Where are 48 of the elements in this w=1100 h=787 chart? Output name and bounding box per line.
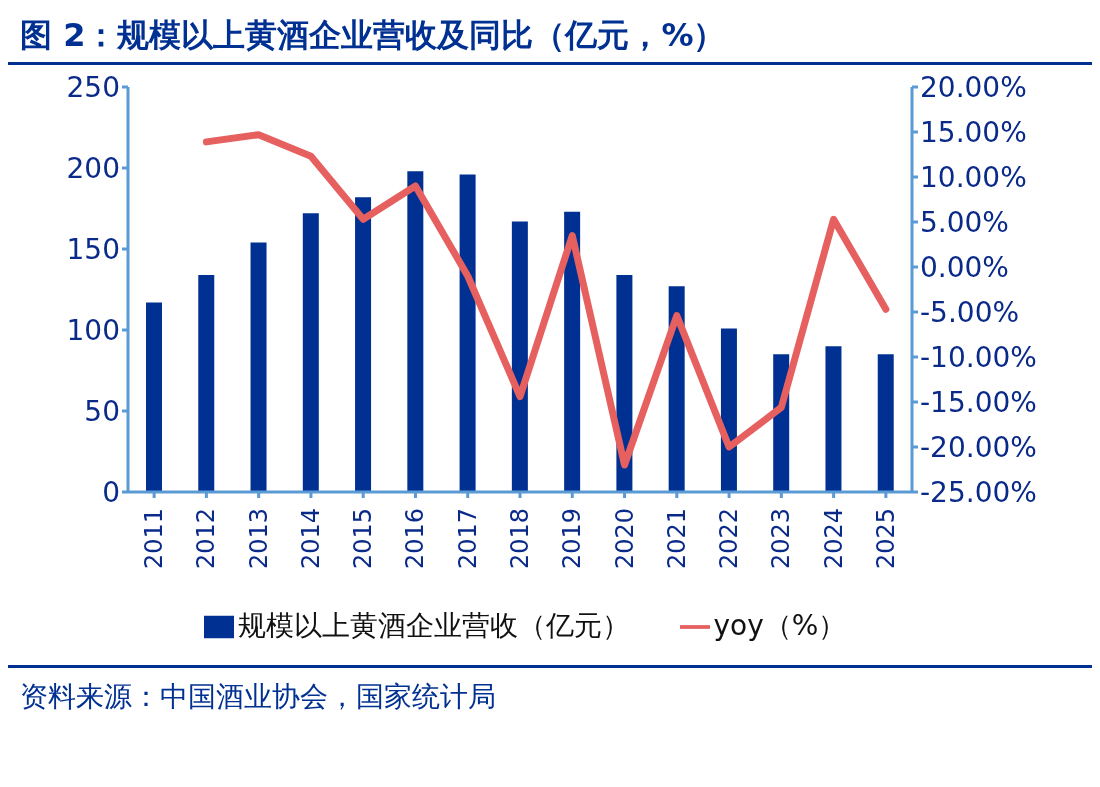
x-tick-label: 2013 [244, 508, 273, 570]
y2-tick-label: -25.00% [920, 475, 1037, 509]
y2-tick-label: 0.00% [920, 250, 1009, 284]
x-tick-label: 2025 [871, 508, 900, 570]
bar [511, 221, 528, 492]
y-tick-label: 150 [66, 232, 120, 266]
bar [459, 174, 476, 492]
x-tick-label: 2014 [296, 508, 325, 570]
legend-label: yoy（%） [713, 609, 847, 642]
bar [250, 242, 267, 492]
bar [668, 286, 685, 492]
x-tick-label: 2022 [715, 508, 744, 570]
y2-tick-label: -10.00% [920, 340, 1037, 374]
x-tick-label: 2017 [453, 508, 482, 570]
x-tick-label: 2024 [819, 508, 848, 570]
y2-tick-label: 20.00% [920, 70, 1027, 104]
y-tick-label: 0 [102, 475, 120, 509]
x-tick-label: 2023 [767, 508, 796, 570]
y-tick-label: 50 [84, 394, 120, 428]
bar [198, 274, 215, 492]
bar [407, 171, 424, 492]
y2-tick-label: -5.00% [920, 295, 1020, 329]
y-tick-label: 200 [66, 151, 120, 185]
y2-tick-label: -15.00% [920, 385, 1037, 419]
x-tick-label: 2016 [401, 508, 430, 570]
bar [302, 213, 319, 492]
x-tick-label: 2012 [192, 508, 221, 570]
y2-tick-label: 15.00% [920, 115, 1027, 149]
x-tick-label: 2020 [610, 508, 639, 570]
bar [720, 328, 737, 492]
y2-tick-label: 5.00% [920, 205, 1009, 239]
x-tick-label: 2018 [506, 508, 534, 570]
y2-tick-label: 10.00% [920, 160, 1027, 194]
bar [146, 302, 162, 492]
bar [877, 354, 894, 492]
bar [355, 197, 372, 492]
y-tick-label: 250 [66, 70, 120, 104]
x-tick-label: 2021 [662, 508, 691, 570]
y-tick-label: 100 [66, 313, 120, 347]
x-tick-label: 2011 [140, 508, 169, 570]
y2-tick-label: -20.00% [920, 430, 1037, 464]
text: 资料来源：中国酒业协会，国家统计局 [20, 679, 497, 715]
x-tick-label: 2015 [349, 508, 378, 570]
chart-title: 图 2：规模以上黄酒企业营收及同比（亿元，%） [8, 8, 1092, 65]
x-tick-label: 2019 [558, 508, 587, 570]
legend-label: 规模以上黄酒企业营收（亿元） [237, 609, 630, 642]
bar [825, 346, 842, 492]
bar [564, 211, 581, 492]
